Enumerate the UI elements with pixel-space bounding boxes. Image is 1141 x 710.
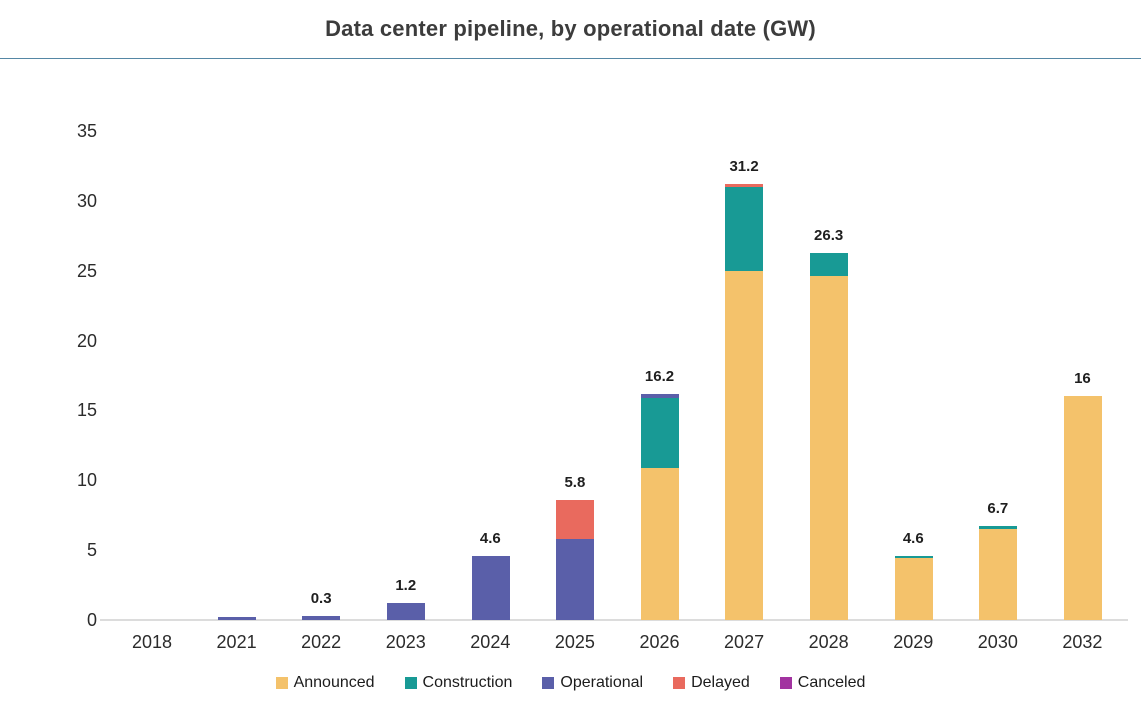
bar-segment-operational-2025 <box>556 538 595 620</box>
chart-title: Data center pipeline, by operational dat… <box>325 16 816 41</box>
bar-segment-delayed-2025 <box>556 499 595 539</box>
legend-swatch-construction <box>404 677 417 689</box>
x-tick-label-2027: 2027 <box>724 632 765 652</box>
x-tick-label-2024: 2024 <box>470 632 511 652</box>
x-tick-label-2021: 2021 <box>216 632 257 652</box>
legend-label-announced: Announced <box>293 674 375 691</box>
legend-label-construction: Construction <box>422 674 513 691</box>
bar-segment-operational-2022 <box>302 615 341 620</box>
legend-item-operational: Operational <box>542 674 643 692</box>
bar-segment-construction-2028 <box>809 252 848 277</box>
legend-swatch-delayed <box>673 677 686 689</box>
x-tick-label-2030: 2030 <box>977 632 1018 652</box>
y-tick-label: 30 <box>76 190 97 211</box>
bar-segment-announced-2032 <box>1063 396 1102 620</box>
x-tick-label-2032: 2032 <box>1062 632 1103 652</box>
bar-value-label-2028: 26.3 <box>814 226 844 244</box>
y-tick-label: 5 <box>86 540 97 561</box>
bar-value-label-2030: 6.7 <box>987 500 1009 518</box>
bar-value-label-2023: 1.2 <box>395 577 417 595</box>
bar-segment-operational-2023 <box>387 603 426 620</box>
y-tick-label: 25 <box>76 260 97 281</box>
legend-label-operational: Operational <box>560 674 644 691</box>
bar-segment-announced-2027 <box>725 270 764 620</box>
y-tick-label: 35 <box>76 121 97 141</box>
x-tick-label-2026: 2026 <box>639 632 680 652</box>
y-tick-label: 10 <box>76 470 97 491</box>
x-tick-label-2025: 2025 <box>554 632 595 652</box>
x-tick-label-2028: 2028 <box>808 632 849 652</box>
bar-value-label-2022: 0.3 <box>310 589 332 607</box>
legend-swatch-announced <box>275 677 288 689</box>
y-tick-label: 20 <box>76 330 97 351</box>
bar-segment-construction-2026 <box>640 397 679 468</box>
bar-segment-announced-2029 <box>894 557 933 620</box>
bar-segment-operational-2021 <box>217 617 256 620</box>
bar-segment-construction-2029 <box>894 555 933 558</box>
legend-item-announced: Announced <box>275 674 375 692</box>
legend-item-construction: Construction <box>404 674 513 692</box>
legend-label-delayed: Delayed <box>691 674 750 691</box>
y-tick-label: 15 <box>76 400 97 421</box>
legend-swatch-operational <box>542 677 555 689</box>
bar-value-label-2032: 16 <box>1074 370 1091 388</box>
x-tick-label-2023: 2023 <box>385 632 426 652</box>
legend-label-canceled: Canceled <box>797 674 866 691</box>
x-axis-line <box>100 619 1128 621</box>
x-tick-label-2018: 2018 <box>131 632 173 652</box>
chart-legend: Announced Construction Operational Delayed C… <box>0 674 1141 692</box>
bar-segment-operational-2026 <box>640 393 679 398</box>
bar-segment-construction-2030 <box>979 526 1018 530</box>
x-tick-label-2029: 2029 <box>893 632 934 652</box>
bar-value-label-2027: 31.2 <box>729 158 759 176</box>
legend-swatch-canceled <box>779 677 792 689</box>
bar-segment-delayed-2027 <box>725 184 764 187</box>
legend-item-canceled: Canceled <box>779 674 866 692</box>
bar-value-label-2029: 4.6 <box>902 529 924 547</box>
bar-value-label-2026: 16.2 <box>644 367 675 385</box>
bar-value-label-2025: 5.8 <box>564 473 586 491</box>
y-tick-label: 0 <box>86 610 97 630</box>
x-tick-label-2022: 2022 <box>301 632 342 652</box>
bar-segment-construction-2027 <box>725 186 764 271</box>
bar-segment-operational-2024 <box>471 555 510 620</box>
bar-segment-announced-2030 <box>979 529 1018 620</box>
legend-item-delayed: Delayed <box>673 674 750 692</box>
bar-segment-announced-2028 <box>809 276 848 620</box>
title-underline <box>0 58 1141 59</box>
bar-segment-announced-2026 <box>640 467 679 620</box>
bar-value-label-2024: 4.6 <box>479 529 501 547</box>
